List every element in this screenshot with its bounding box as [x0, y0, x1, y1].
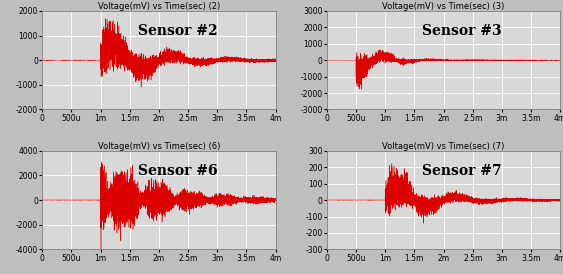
- Title: Voltage(mV) vs Time(sec) (3): Voltage(mV) vs Time(sec) (3): [382, 2, 504, 11]
- Text: Sensor #2: Sensor #2: [138, 24, 217, 38]
- Title: Voltage(mV) vs Time(sec) (6): Voltage(mV) vs Time(sec) (6): [98, 142, 220, 151]
- Text: Sensor #7: Sensor #7: [422, 164, 502, 178]
- Text: Sensor #6: Sensor #6: [138, 164, 217, 178]
- Title: Voltage(mV) vs Time(sec) (7): Voltage(mV) vs Time(sec) (7): [382, 142, 504, 151]
- Title: Voltage(mV) vs Time(sec) (2): Voltage(mV) vs Time(sec) (2): [98, 2, 220, 11]
- Text: Sensor #3: Sensor #3: [422, 24, 502, 38]
